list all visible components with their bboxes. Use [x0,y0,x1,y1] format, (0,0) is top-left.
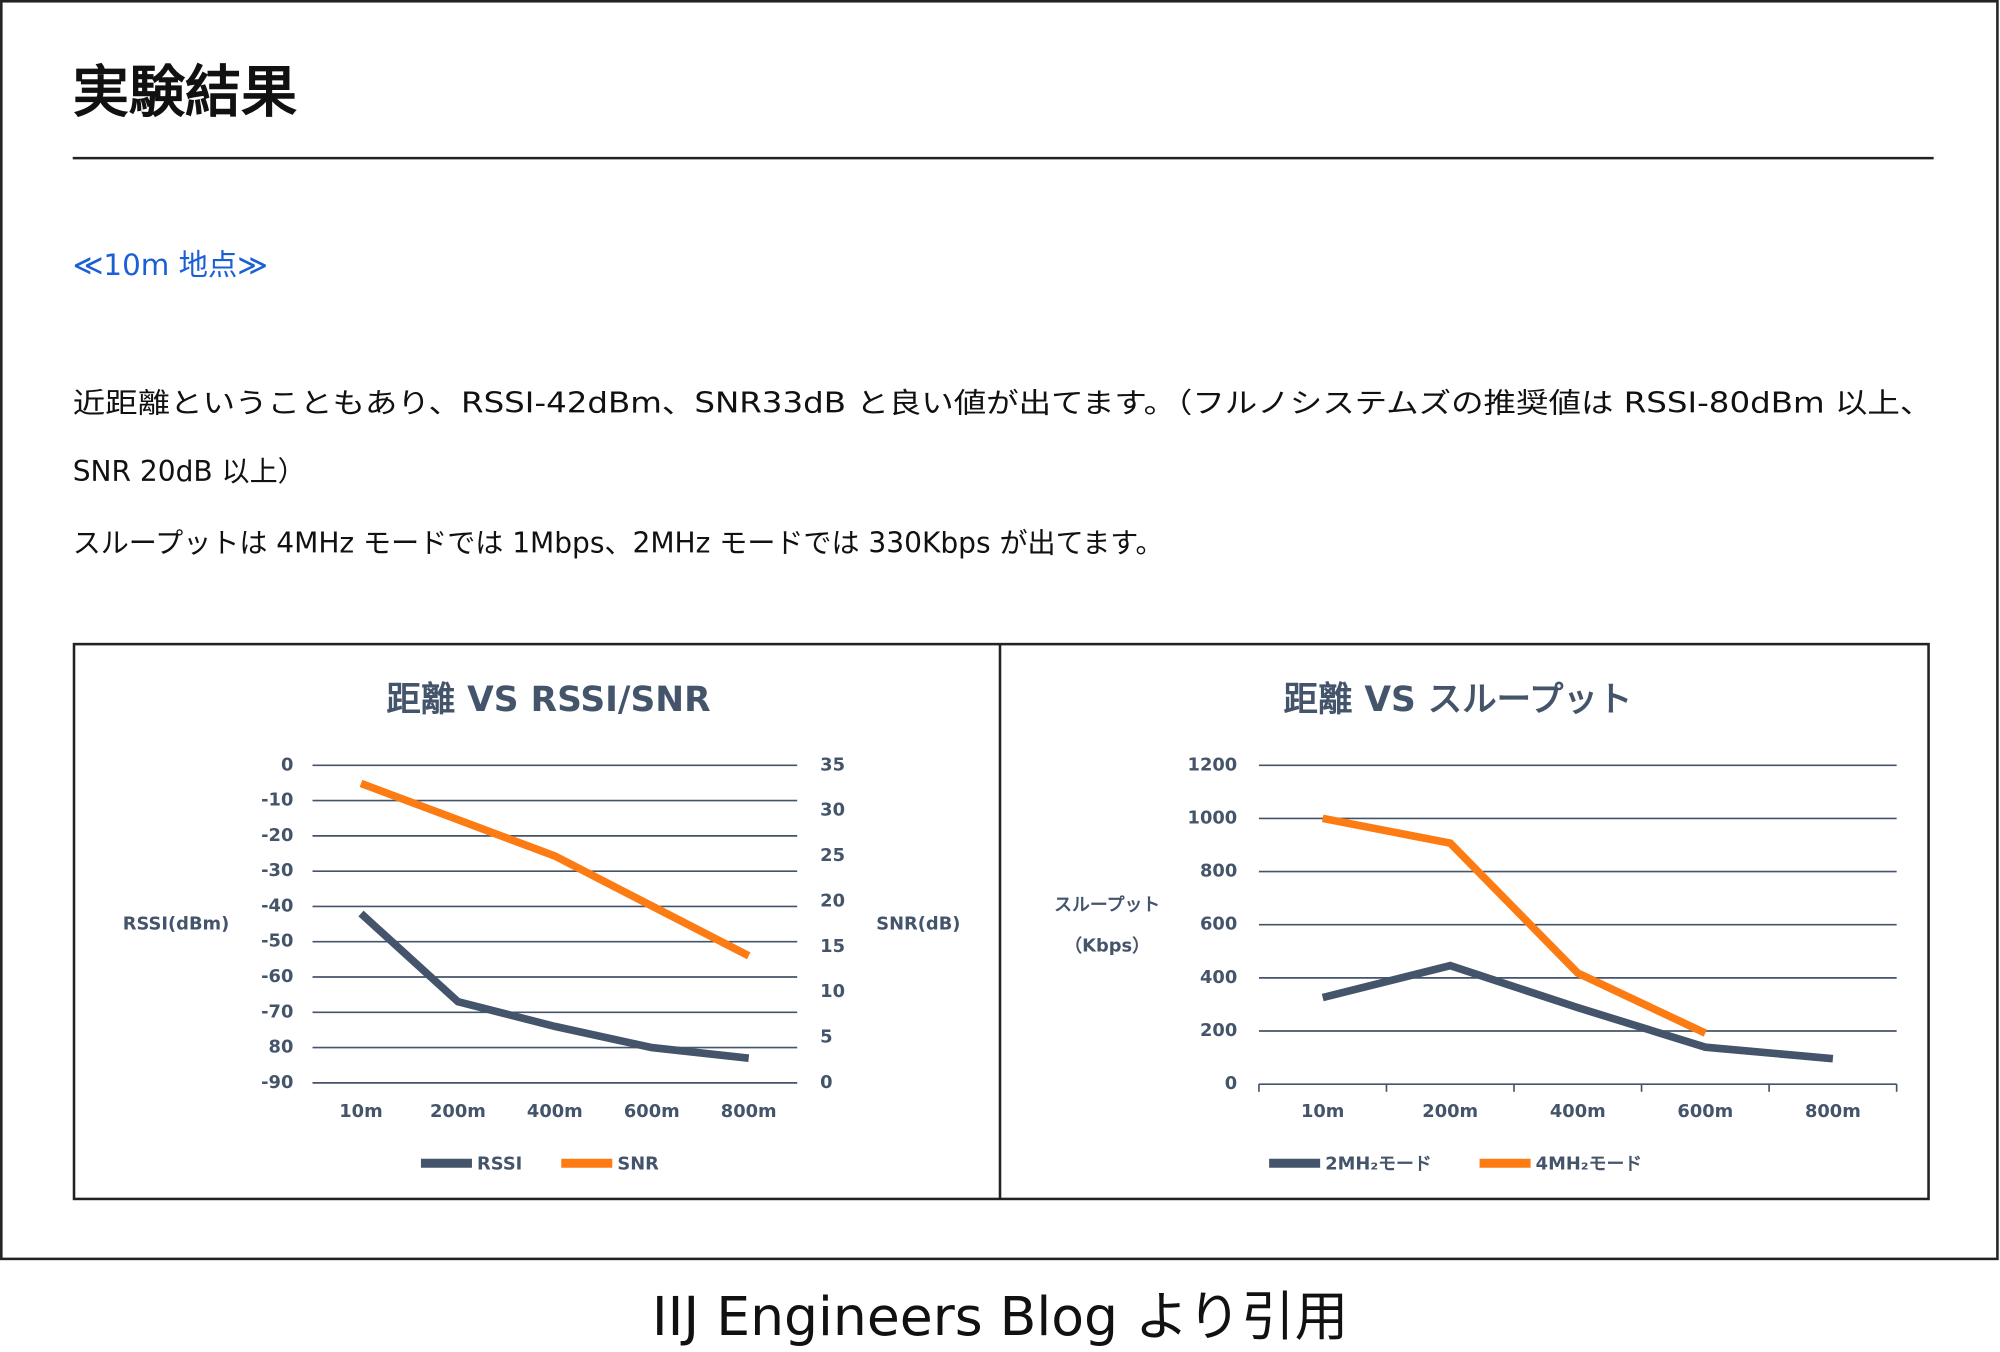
y2-tick-label: 0 [820,1072,832,1093]
y-axis-label: スループット [1054,894,1160,916]
paragraph-line: スループットは 4MHz モードでは 1Mbps、2MHz モードでは 330K… [73,527,1164,560]
paragraph-line: SNR 20dB 以上） [73,455,306,488]
y2-tick-label: 5 [820,1027,832,1048]
y-tick-label: 1200 [1188,754,1238,775]
title: 実験結果 [73,60,297,125]
x-tick-label: 10m [339,1101,382,1122]
y2-tick-label: 35 [820,754,845,775]
chart-title: 距離 VS スループット [1284,680,1633,720]
caption: IIJ Engineers Blog より引用 [652,1285,1348,1348]
series-line [1321,814,1707,1037]
y-tick-label: 200 [1200,1020,1237,1041]
y-tick-label: 0 [1225,1073,1237,1094]
y-tick-label: -20 [261,825,293,846]
y2-tick-label: 10 [820,981,845,1002]
y-tick-label: -10 [261,790,293,811]
y-axis-label: （Kbps） [1064,935,1150,956]
y2-tick-label: 25 [820,845,845,866]
x-tick-label: 200m [1422,1101,1478,1122]
x-tick-label: 800m [721,1101,777,1122]
frame [0,0,1999,1261]
x-tick-label: 10m [1301,1101,1344,1122]
y2-tick-label: 15 [820,936,845,957]
x-tick-label: 200m [430,1101,486,1122]
paragraph-line: 近距離ということもあり、RSSI-42dBm、SNR33dB と良い値が出てます… [73,386,1933,419]
y2-tick-label: 30 [820,800,845,821]
y-tick-label: -70 [261,1001,293,1022]
y-tick-label: 600 [1200,914,1237,935]
legend-label: RSSI [477,1154,522,1175]
x-tick-label: 400m [527,1101,583,1122]
x-tick-label: 600m [624,1101,680,1122]
y-tick-label: -60 [261,966,293,987]
series-line [359,779,751,960]
y-tick-label: 800 [1200,861,1237,882]
y-tick-label: 80 [269,1037,294,1058]
y-tick-label: 1000 [1188,807,1238,828]
y-tick-label: -50 [261,931,293,952]
series-line [358,910,750,1062]
x-tick-label: 400m [1550,1101,1606,1122]
legend-label: 4MH₂モード [1536,1154,1642,1175]
y-tick-label: 400 [1200,967,1237,988]
y-axis-label: RSSI(dBm) [123,914,230,935]
x-tick-label: 800m [1805,1101,1861,1122]
y-tick-label: -30 [261,860,293,881]
y2-axis-label: SNR(dB) [876,914,960,935]
legend-label: 2MH₂モード [1325,1154,1431,1175]
series-line [1321,961,1834,1063]
chart-title: 距離 VS RSSI/SNR [386,680,710,720]
y-tick-label: 0 [281,754,293,775]
subtitle: ≪10m 地点≫ [73,248,268,282]
y2-tick-label: 20 [820,890,845,911]
y-tick-label: -40 [261,895,293,916]
legend-label: SNR [617,1154,659,1175]
x-tick-label: 600m [1677,1101,1733,1122]
y-tick-label: -90 [261,1072,293,1093]
